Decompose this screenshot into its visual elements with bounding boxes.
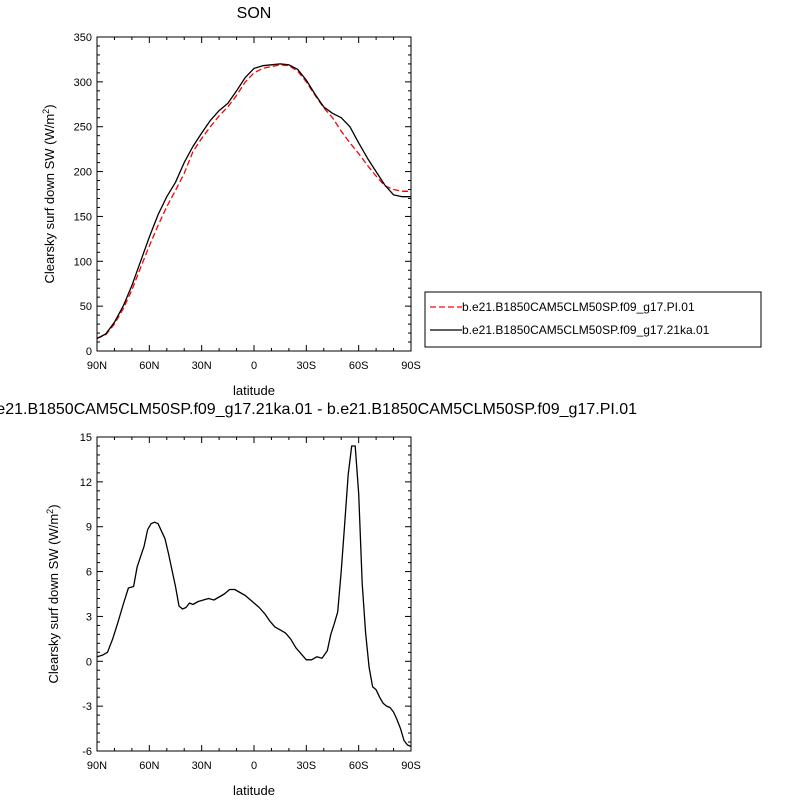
bottom-chart-title: b.e21.B1850CAM5CLM50SP.f09_g17.21ka.01 -… [0,401,637,418]
top-y-tick-labels: 0 50 100 150 200 250 300 350 [74,32,92,358]
legend-label-pi: b.e21.B1850CAM5CLM50SP.f09_g17.PI.01 [462,300,695,314]
series-line-0 [96,445,412,748]
y-tick-label: 9 [86,522,92,534]
y-tick-label: 300 [74,77,92,89]
series-line-1 [96,63,411,339]
bottom-plot-frame [96,436,412,752]
y-tick-label: -6 [82,746,92,758]
x-tick-label: 90S [401,360,421,372]
y-tick-label: 0 [86,346,92,358]
top-plot-frame [96,36,412,352]
bottom-x-axis-label: latitude [233,783,275,798]
x-tick-label: 0 [251,760,257,772]
top-axis-ticks [96,36,412,352]
legend: b.e21.B1850CAM5CLM50SP.f09_g17.PI.01 b.e… [424,291,762,348]
y-tick-label: 6 [86,567,92,579]
top-y-axis-label-end: ) [42,104,57,108]
x-tick-label: 0 [251,360,257,372]
bottom-axis-ticks [96,436,412,752]
bottom-chart: b.e21.B1850CAM5CLM50SP.f09_g17.21ka.01 -… [0,401,637,798]
x-tick-label: 30N [192,360,212,372]
x-tick-label: 90N [87,760,107,772]
y-tick-label: 200 [74,167,92,179]
y-tick-label: 3 [86,611,92,623]
x-tick-label: 90N [87,360,107,372]
bottom-y-axis-label: Clearsky surf down SW (W/m2) [45,504,61,683]
y-tick-label: 12 [80,477,92,489]
y-tick-label: 150 [74,211,92,223]
y-tick-label: 100 [74,256,92,268]
y-tick-label: 15 [80,432,92,444]
bottom-y-tick-labels: -6 -3 0 3 6 9 12 15 [80,432,92,758]
x-tick-label: 30S [297,760,317,772]
bottom-y-axis-label-text: Clearsky surf down SW (W/m [46,514,61,684]
y-tick-label: 250 [74,122,92,134]
y-tick-label: -3 [82,701,92,713]
x-tick-label: 30N [192,760,212,772]
x-tick-label: 90S [401,760,421,772]
top-y-axis-label: Clearsky surf down SW (W/m2) [41,104,57,283]
bottom-x-tick-labels: 90N 60N 30N 0 30S 60S 90S [87,760,421,772]
x-tick-label: 60N [139,760,159,772]
x-tick-label: 60N [139,360,159,372]
top-series-lines [96,63,411,340]
bottom-y-axis-label-sup: 2 [45,509,55,514]
top-chart-title: SON [237,5,272,22]
top-x-axis-label: latitude [233,383,275,398]
legend-box [424,291,762,348]
top-y-axis-label-text: Clearsky surf down SW (W/m [42,114,57,284]
y-tick-label: 0 [86,656,92,668]
legend-label-21ka: b.e21.B1850CAM5CLM50SP.f09_g17.21ka.01 [462,323,710,337]
x-tick-label: 60S [349,760,369,772]
x-tick-label: 60S [349,360,369,372]
y-tick-label: 50 [80,301,92,313]
series-line-0 [96,64,411,340]
top-chart: SON 90N 60N 30N 0 30S 60S 90S 0 50 100 1… [41,5,421,398]
bottom-y-axis-label-end: ) [46,504,61,508]
top-x-tick-labels: 90N 60N 30N 0 30S 60S 90S [87,360,421,372]
x-tick-label: 30S [297,360,317,372]
bottom-series-lines [96,445,412,748]
y-tick-label: 350 [74,32,92,44]
top-y-axis-label-sup: 2 [41,109,51,114]
